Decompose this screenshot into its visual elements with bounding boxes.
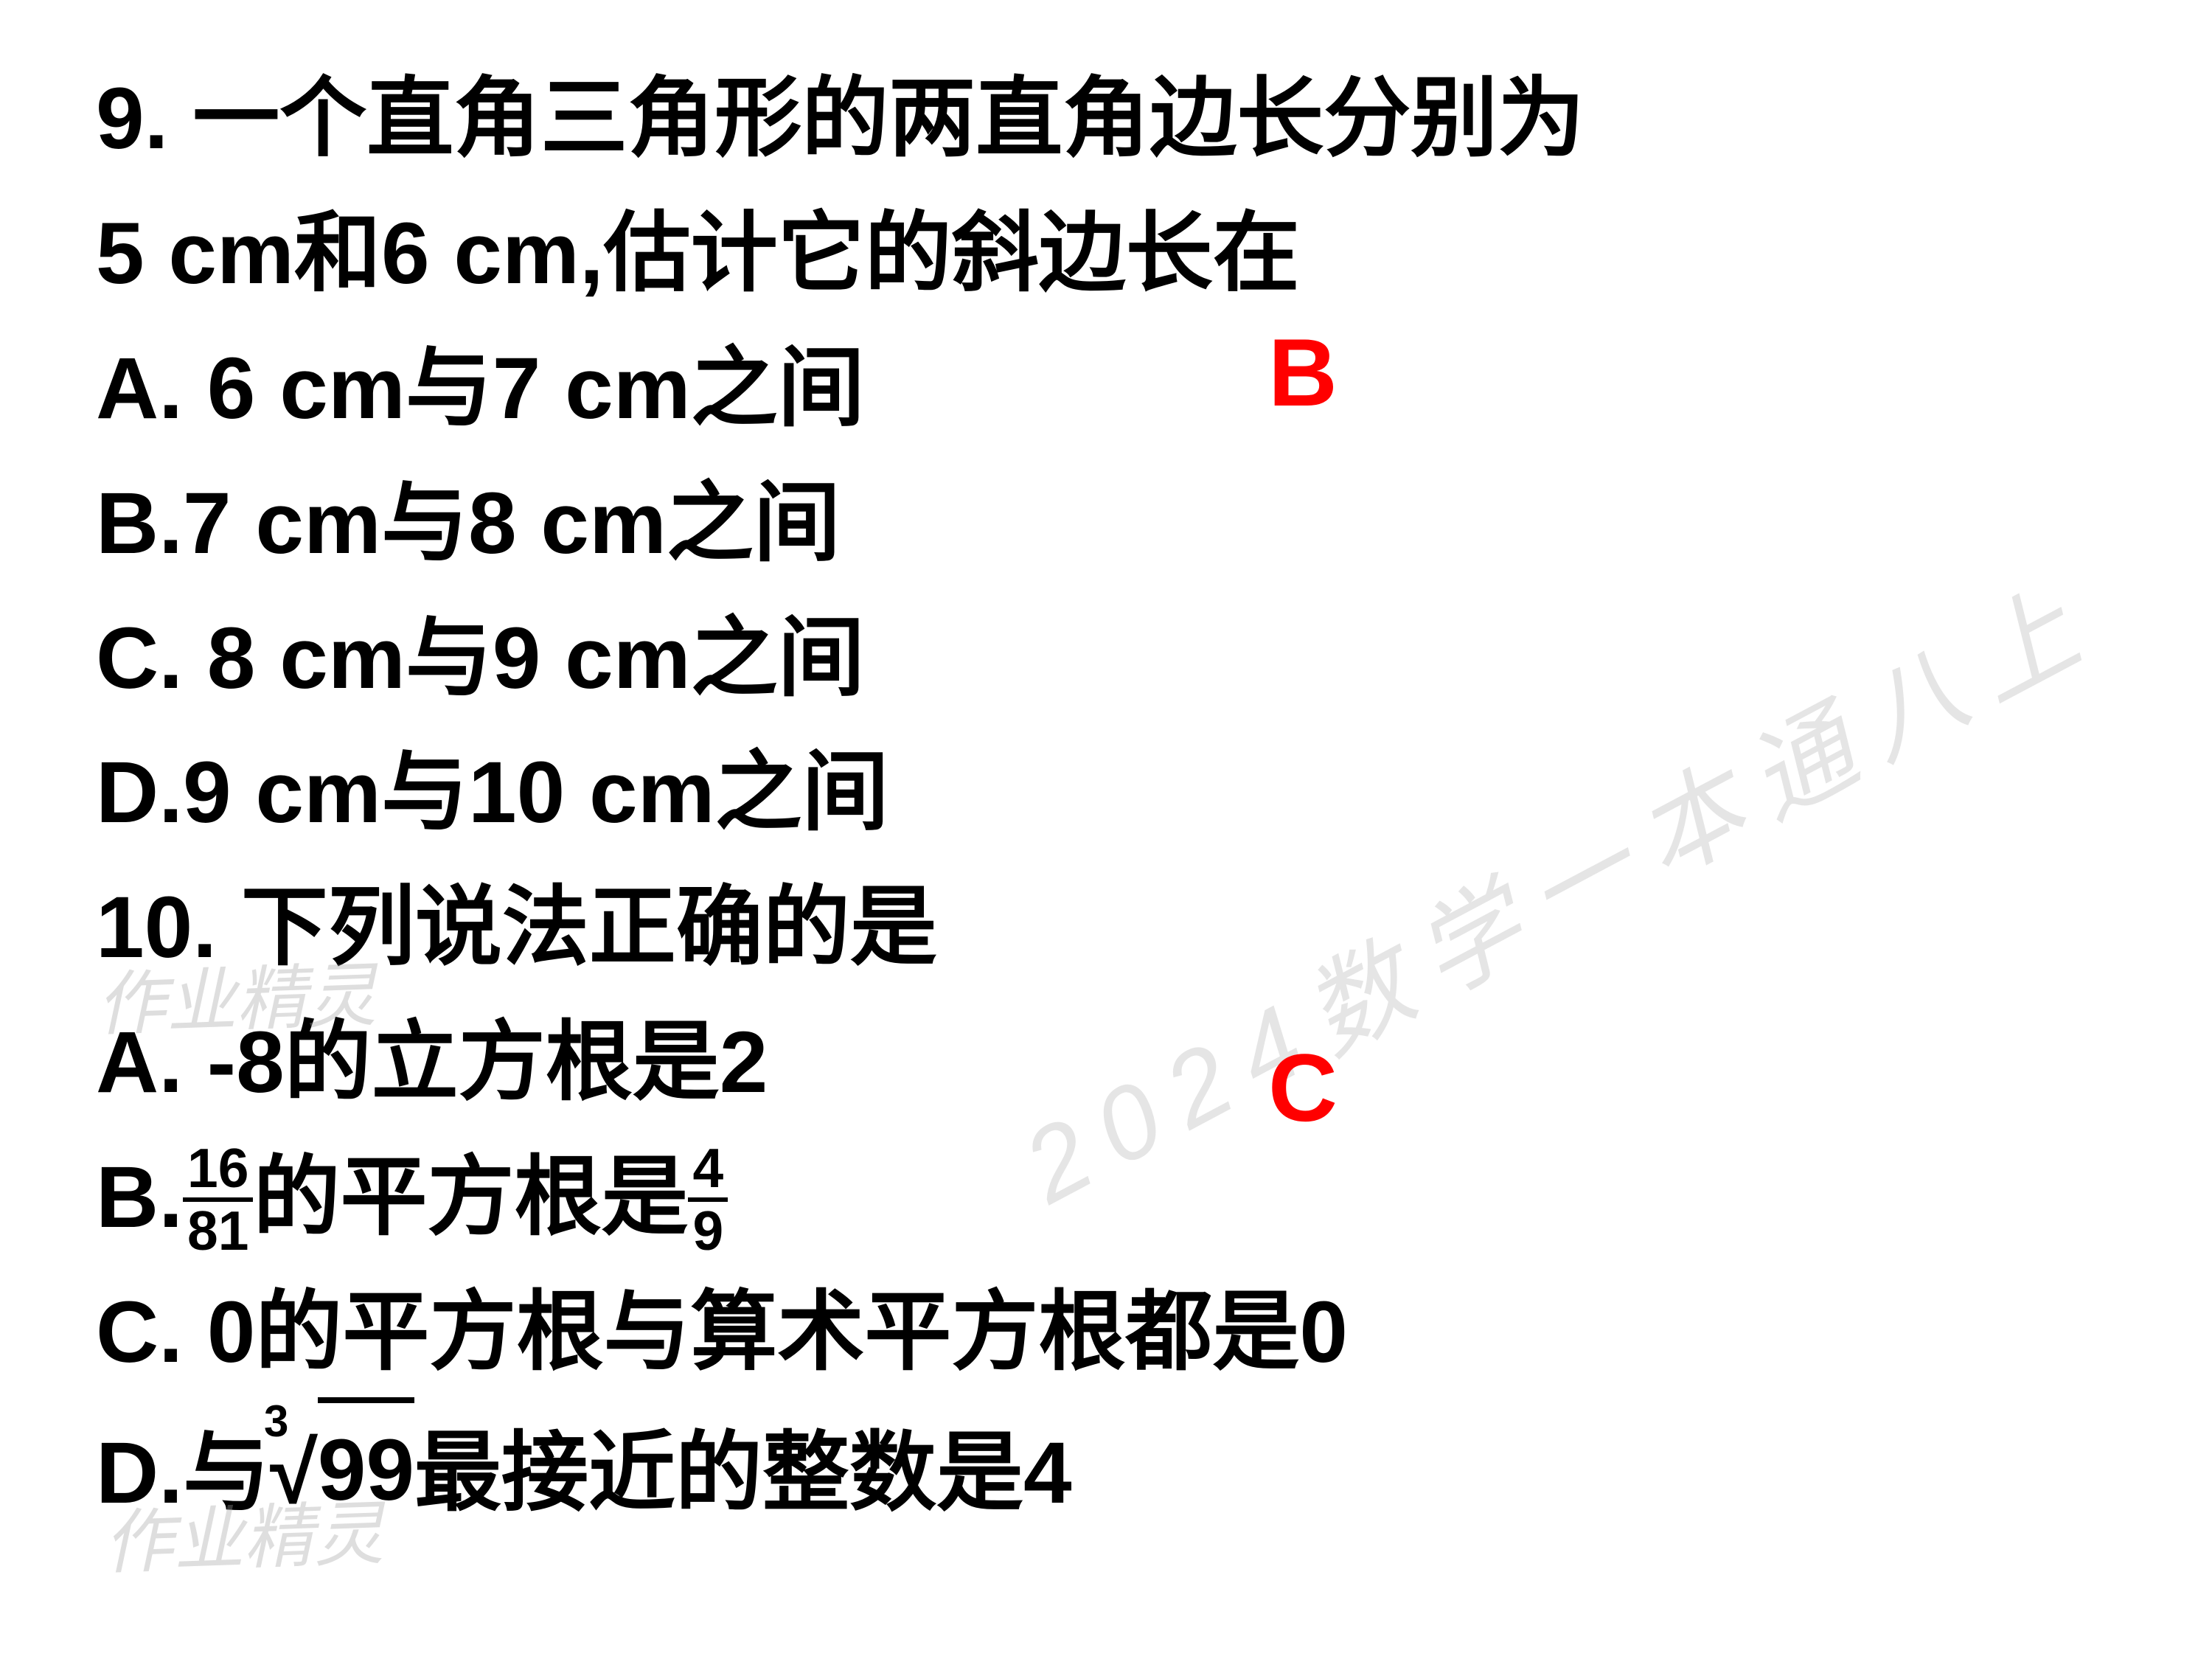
q10-d-pre: 与 [183, 1425, 270, 1522]
q10-b-prefix: B. [96, 1149, 183, 1246]
q10-number: 10. [96, 879, 217, 976]
q10-c-prefix: C. [96, 1284, 183, 1381]
fraction-4-9: 49 [688, 1141, 728, 1259]
fraction-numerator: 4 [688, 1141, 728, 1202]
fraction-denominator: 9 [688, 1202, 728, 1259]
q10-option-c: C. 0的平方根与算术平方根都是0 [96, 1265, 2116, 1400]
q10-answer: C [1268, 1032, 1338, 1143]
q10-option-b: B.1681的平方根是49 [96, 1130, 2116, 1265]
q9-option-d: D.9 cm与10 cm之间 [96, 726, 2116, 860]
q9-option-a: A. 6 cm与7 cm之间 [96, 321, 2116, 456]
q9-stem-line1: 9. 一个直角三角形的两直角边长分别为 [96, 52, 2116, 187]
q10-option-d: D.与3√99最接近的整数是4 [96, 1400, 2116, 1541]
fraction-denominator: 81 [183, 1202, 253, 1259]
q10-stem-text: 下列说法正确的是 [241, 879, 937, 976]
q10-b-mid: 的平方根是 [253, 1149, 688, 1246]
q9-number: 9. [96, 70, 168, 167]
q9-stem-line2: 5 cm和6 cm,估计它的斜边长在 [96, 187, 2116, 321]
fraction-numerator: 16 [183, 1141, 253, 1202]
q10-d-post: 最接近的整数是4 [414, 1425, 1072, 1522]
document-body: 9. 一个直角三角形的两直角边长分别为 5 cm和6 cm,估计它的斜边长在 A… [96, 52, 2116, 1541]
cube-root: 3√99 [270, 1400, 414, 1541]
q10-d-prefix: D. [96, 1425, 183, 1522]
q9-answer: B [1268, 317, 1338, 428]
q10-stem: 10. 下列说法正确的是 [96, 860, 2116, 995]
q9-option-c: C. 8 cm与9 cm之间 [96, 591, 2116, 726]
q10-a-prefix: A. [96, 1014, 183, 1111]
q10-a-text: -8的立方根是2 [207, 1014, 768, 1111]
q9-stem-text1: 一个直角三角形的两直角边长分别为 [192, 70, 1585, 167]
q9-option-b: B.7 cm与8 cm之间 [96, 456, 2116, 591]
q10-c-text: 0的平方根与算术平方根都是0 [207, 1284, 1348, 1381]
q10-option-a: A. -8的立方根是2 [96, 995, 2116, 1130]
radicand: 99 [318, 1397, 414, 1538]
root-index: 3 [264, 1387, 288, 1455]
fraction-16-81: 1681 [183, 1141, 253, 1259]
